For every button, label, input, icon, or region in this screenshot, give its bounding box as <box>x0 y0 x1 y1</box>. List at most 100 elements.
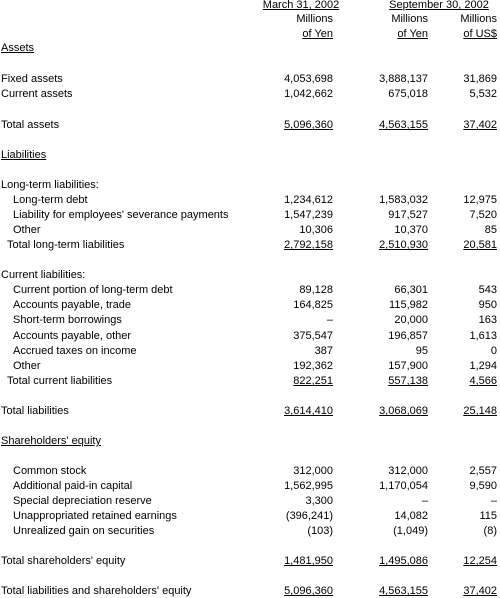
cell-value: – <box>326 314 333 326</box>
cell-value: 66,301 <box>394 284 428 296</box>
row-label: Unrealized gain on securities <box>13 525 155 537</box>
cell-value: 950 <box>478 299 497 311</box>
row-label: Current portion of long-term debt <box>13 284 173 296</box>
cell-value: 4,053,698 <box>284 73 333 85</box>
row-label: Special depreciation reserve <box>13 495 152 507</box>
cell-value: 31,869 <box>463 73 497 85</box>
row-label: Accounts payable, trade <box>13 299 132 311</box>
row-label: Liability for employees' severance payme… <box>13 209 229 221</box>
cell-value: 543 <box>478 284 497 296</box>
cell-value: 9,590 <box>469 480 497 492</box>
row-label: Short-term borrowings <box>13 314 122 326</box>
row-label: Common stock <box>13 465 87 477</box>
column-header: of US$ <box>463 28 497 40</box>
cell-value: 89,128 <box>299 284 333 296</box>
section-label: Shareholders' equity <box>1 435 101 447</box>
cell-value: 312,000 <box>293 465 333 477</box>
cell-value: 675,018 <box>388 88 428 100</box>
column-date: March 31, 2002 <box>262 0 340 11</box>
cell-value: 14,082 <box>394 510 428 522</box>
cell-value: 115,982 <box>389 299 428 311</box>
column-header: Millions <box>296 13 333 25</box>
row-label: Long-term debt <box>13 194 88 206</box>
cell-value: 196,857 <box>388 330 428 342</box>
column-header: Millions <box>460 13 497 25</box>
cell-value: 2,792,158 <box>284 239 333 251</box>
column-header: Millions <box>391 13 428 25</box>
row-label: Fixed assets <box>1 73 63 85</box>
cell-value: (1,049) <box>393 525 428 537</box>
cell-value: 3,300 <box>305 495 333 507</box>
row-label: Current assets <box>1 88 73 100</box>
row-label: Other <box>13 360 41 372</box>
cell-value: 1,234,612 <box>284 194 333 206</box>
cell-value: 3,068,069 <box>379 405 428 417</box>
cell-value: 5,532 <box>469 88 497 100</box>
cell-value: 25,148 <box>463 405 497 417</box>
cell-value: 10,306 <box>299 224 333 236</box>
cell-value: 12,254 <box>463 555 497 567</box>
row-label: Additional paid-in capital <box>13 480 133 492</box>
cell-value: 1,583,032 <box>379 194 428 206</box>
cell-value: 20,000 <box>394 314 428 326</box>
cell-value: (396,241) <box>285 510 333 522</box>
cell-value: 157,900 <box>388 360 428 372</box>
cell-value: 822,251 <box>293 375 333 387</box>
cell-value: 7,520 <box>469 209 497 221</box>
column-date: September 30, 2002 <box>389 0 489 11</box>
row-label: Total liabilities <box>1 405 69 417</box>
cell-value: 557,138 <box>388 375 428 387</box>
cell-value: 37,402 <box>463 585 497 597</box>
cell-value: 164,825 <box>293 299 333 311</box>
cell-value: 4,563,155 <box>379 119 428 131</box>
cell-value: 4,566 <box>469 375 497 387</box>
row-label: Accrued taxes on income <box>13 345 137 357</box>
cell-value: 5,096,360 <box>284 585 333 597</box>
cell-value: 1,294 <box>469 360 497 372</box>
cell-value: 37,402 <box>463 119 497 131</box>
cell-value: 20,581 <box>463 239 497 251</box>
cell-value: 1,042,662 <box>284 88 333 100</box>
row-label: Total assets <box>1 119 60 131</box>
cell-value: 1,547,239 <box>284 209 333 221</box>
cell-value: 3,614,410 <box>284 405 333 417</box>
cell-value: 312,000 <box>388 465 428 477</box>
cell-value: 0 <box>490 345 497 357</box>
cell-value: 192,362 <box>293 360 333 372</box>
cell-value: (8) <box>483 525 497 537</box>
section-label: Current liabilities: <box>1 269 86 281</box>
row-label: Total shareholders' equity <box>1 555 126 567</box>
cell-value: 1,170,054 <box>379 480 428 492</box>
cell-value: 85 <box>484 224 497 236</box>
section-label: Assets <box>1 42 35 54</box>
section-label: Long-term liabilities: <box>1 179 99 191</box>
column-header: of Yen <box>397 28 428 40</box>
cell-value: 10,370 <box>394 224 428 236</box>
cell-value: 163 <box>478 314 497 326</box>
cell-value: 1,481,950 <box>284 555 333 567</box>
row-label: Total current liabilities <box>7 375 113 387</box>
cell-value: (103) <box>307 525 333 537</box>
cell-value: 375,547 <box>293 330 333 342</box>
row-label: Total liabilities and shareholders' equi… <box>1 585 192 597</box>
section-label: Liabilities <box>1 149 47 161</box>
row-label: Other <box>13 224 41 236</box>
cell-value: 115 <box>479 510 497 522</box>
row-label: Total long-term liabilities <box>7 239 125 251</box>
cell-value: 917,527 <box>388 209 428 221</box>
cell-value: 387 <box>314 345 333 357</box>
cell-value: 1,613 <box>469 330 497 342</box>
column-header: of Yen <box>302 28 333 40</box>
cell-value: 95 <box>415 345 428 357</box>
cell-value: 2,557 <box>469 465 497 477</box>
cell-value: 12,975 <box>463 194 497 206</box>
cell-value: – <box>421 495 428 507</box>
row-label: Unappropriated retained earnings <box>13 510 177 522</box>
cell-value: 4,563,155 <box>379 585 428 597</box>
cell-value: 1,562,995 <box>284 480 333 492</box>
cell-value: 2,510,930 <box>379 239 428 251</box>
cell-value: 5,096,360 <box>284 119 333 131</box>
cell-value: 1,495,086 <box>379 555 428 567</box>
cell-value: 3,888,137 <box>379 73 428 85</box>
